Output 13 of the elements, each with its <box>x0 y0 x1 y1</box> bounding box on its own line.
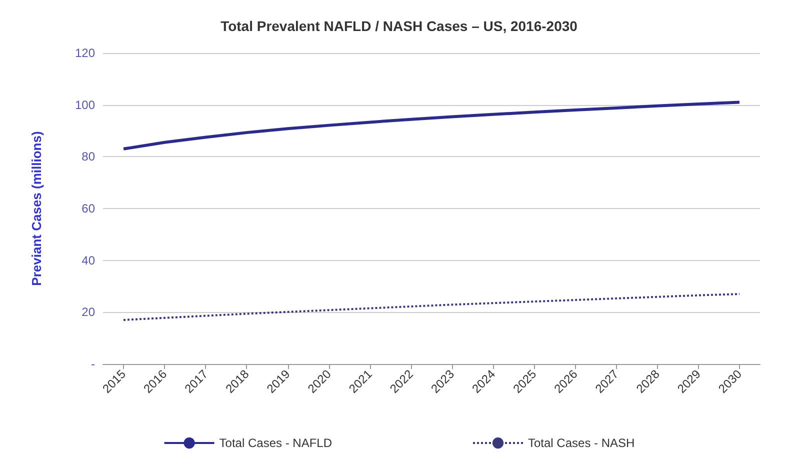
legend-label: Total Cases - NASH <box>528 436 635 450</box>
y-axis-title: Previant Cases (millions) <box>29 131 44 286</box>
chart-title: Total Prevalent NAFLD / NASH Cases – US, 2016-2030 <box>220 18 578 34</box>
line-series <box>122 293 740 321</box>
y-tick-label: - <box>91 357 95 371</box>
line-series <box>122 100 741 150</box>
y-tick-label: 40 <box>82 253 96 268</box>
y-tick-label: 120 <box>74 46 96 60</box>
y-tick-label: 80 <box>82 150 96 164</box>
y-tick-label: 20 <box>82 305 96 320</box>
y-tick-label: 100 <box>74 98 96 112</box>
y-tick-label: 60 <box>82 202 96 216</box>
legend-label: Total Cases - NAFLD <box>219 436 332 450</box>
